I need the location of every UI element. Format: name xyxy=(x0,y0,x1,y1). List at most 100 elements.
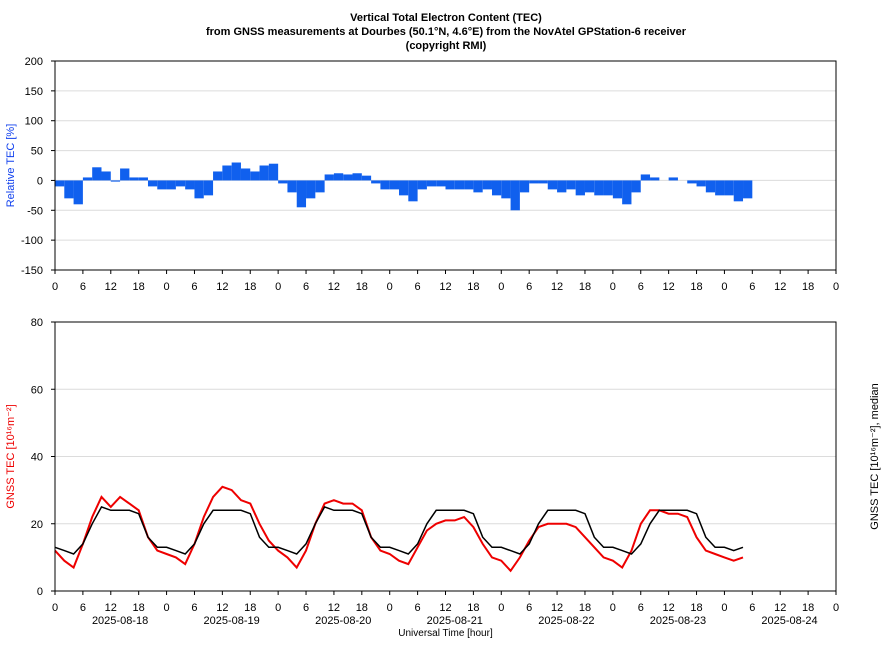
bar xyxy=(222,165,232,181)
bar xyxy=(510,180,520,211)
bar xyxy=(724,180,734,196)
x-tick-label: 0 xyxy=(52,602,58,614)
bar xyxy=(185,180,195,190)
bar xyxy=(82,177,93,181)
x-tick-label: 12 xyxy=(216,602,228,614)
date-label: 2025-08-19 xyxy=(204,615,260,627)
bar xyxy=(343,174,353,181)
x-tick-label: 0 xyxy=(387,281,393,293)
x-axis-label: Universal Time [hour] xyxy=(398,628,493,639)
x-tick-label: 18 xyxy=(356,602,368,614)
x-tick-label: 6 xyxy=(80,281,86,293)
bar xyxy=(491,180,502,196)
x-tick-label: 0 xyxy=(721,602,727,614)
x-tick-label: 6 xyxy=(749,602,755,614)
bar xyxy=(231,162,241,181)
bar xyxy=(92,167,102,181)
bar xyxy=(631,180,641,193)
x-tick-label: 18 xyxy=(467,281,479,293)
y-tick-label: 60 xyxy=(31,384,43,396)
date-label: 2025-08-23 xyxy=(650,615,706,627)
x-tick-label: 12 xyxy=(551,602,563,614)
bar xyxy=(622,180,632,205)
plot-frame xyxy=(54,321,837,592)
x-tick-label: 18 xyxy=(467,602,479,614)
x-tick-label: 12 xyxy=(774,602,786,614)
date-label: 2025-08-22 xyxy=(538,615,594,627)
bar xyxy=(110,180,121,182)
bar xyxy=(296,180,307,208)
x-tick-label: 12 xyxy=(439,281,451,293)
line-series xyxy=(54,485,744,573)
bar xyxy=(203,180,214,196)
x-tick-label: 0 xyxy=(498,602,504,614)
bar xyxy=(259,165,269,181)
x-tick-label: 18 xyxy=(690,281,702,293)
bar xyxy=(408,180,418,202)
x-tick-label: 0 xyxy=(275,602,281,614)
bar xyxy=(138,177,148,181)
x-tick-label: 6 xyxy=(526,602,532,614)
bar xyxy=(278,180,288,184)
bar xyxy=(55,180,65,187)
bar xyxy=(287,180,297,193)
x-tick-label: 18 xyxy=(579,602,591,614)
x-tick-label: 6 xyxy=(303,602,309,614)
x-tick-label: 12 xyxy=(105,602,117,614)
x-tick-label: 6 xyxy=(526,281,532,293)
x-tick-label: 12 xyxy=(439,602,451,614)
date-label: 2025-08-24 xyxy=(761,615,817,627)
y-tick-label: -50 xyxy=(27,205,43,217)
bar xyxy=(306,180,316,199)
bar xyxy=(380,180,390,190)
bar xyxy=(268,163,279,181)
bar xyxy=(352,173,362,181)
y2-axis-label: GNSS TEC [10¹⁶m⁻²], median xyxy=(869,383,881,529)
x-tick-label: 18 xyxy=(579,281,591,293)
y-tick-label: 20 xyxy=(31,519,43,531)
x-tick-label: 6 xyxy=(415,602,421,614)
x-tick-label: 6 xyxy=(638,281,644,293)
bar xyxy=(175,180,186,187)
x-tick-label: 18 xyxy=(802,602,814,614)
bar xyxy=(566,180,576,190)
bar xyxy=(482,180,492,190)
bar xyxy=(687,180,697,184)
bar xyxy=(436,180,446,187)
bar xyxy=(650,177,660,181)
bar xyxy=(547,180,558,190)
date-label: 2025-08-20 xyxy=(315,615,371,627)
x-tick-label: 12 xyxy=(216,281,228,293)
bar xyxy=(417,180,427,190)
y-tick-label: 50 xyxy=(31,146,43,158)
bar xyxy=(371,180,381,184)
x-tick-label: 18 xyxy=(133,281,145,293)
x-tick-label: 0 xyxy=(610,281,616,293)
x-tick-label: 6 xyxy=(303,281,309,293)
chart-subtitle: from GNSS measurements at Dourbes (50.1°… xyxy=(206,26,687,38)
bar xyxy=(538,180,548,184)
y-tick-label: 80 xyxy=(31,317,43,329)
bar xyxy=(529,180,539,184)
bar xyxy=(743,180,753,199)
y-axis-label: GNSS TEC [10¹⁶m⁻²] xyxy=(5,404,17,508)
y-tick-label: 0 xyxy=(37,175,43,187)
y-tick-label: -100 xyxy=(21,235,43,247)
x-tick-label: 12 xyxy=(663,281,675,293)
bar xyxy=(454,180,465,190)
chart-title: Vertical Total Electron Content (TEC) xyxy=(350,12,542,24)
bar xyxy=(426,180,437,187)
x-tick-label: 18 xyxy=(690,602,702,614)
x-tick-label: 18 xyxy=(244,281,256,293)
bar xyxy=(361,175,372,181)
bar xyxy=(464,180,474,190)
x-tick-label: 0 xyxy=(52,281,58,293)
bar xyxy=(399,180,409,196)
bar xyxy=(73,180,83,205)
date-label: 2025-08-21 xyxy=(427,615,483,627)
x-tick-label: 18 xyxy=(244,602,256,614)
y-tick-label: 40 xyxy=(31,452,43,464)
x-tick-label: 0 xyxy=(387,602,393,614)
x-tick-label: 12 xyxy=(663,602,675,614)
x-tick-label: 12 xyxy=(551,281,563,293)
